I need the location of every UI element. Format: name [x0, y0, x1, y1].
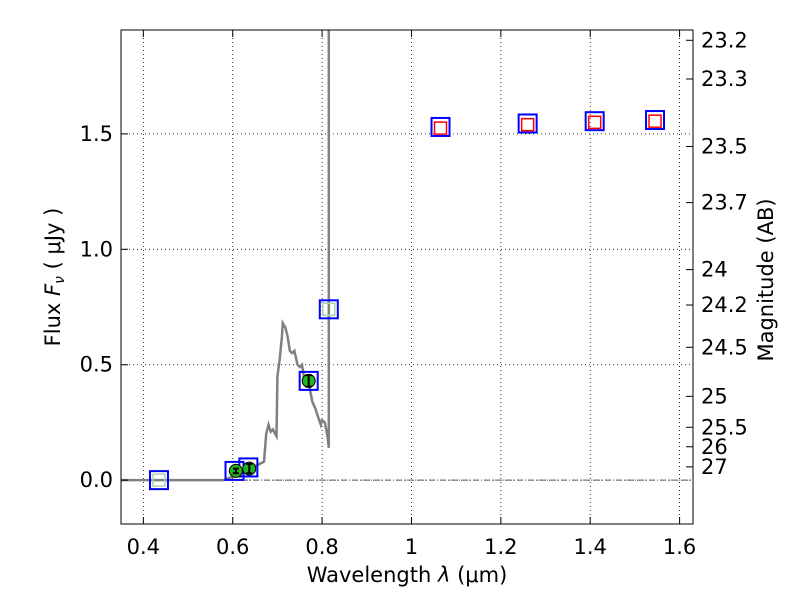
mag-tick-label: 23.3 — [701, 67, 748, 91]
mag-tick-label: 23.7 — [701, 191, 748, 215]
fit-point-square — [520, 117, 535, 132]
y-axis-label-symbol: F — [41, 283, 65, 296]
fit-point-square — [433, 121, 448, 135]
fit-point-square — [587, 115, 602, 130]
mag-tick-label: 25 — [701, 384, 728, 408]
model-point-square — [430, 116, 451, 137]
mag-tick-label: 25.5 — [701, 415, 748, 439]
x-tick-label: 0.6 — [216, 535, 249, 559]
marks-layer — [148, 110, 666, 491]
x-tick-label: 1.4 — [574, 535, 607, 559]
model-point-square — [298, 370, 319, 391]
mag-tick-label: 24 — [701, 258, 728, 282]
y-axis-label-subscript: ν — [52, 276, 68, 284]
model-point-square — [584, 111, 605, 132]
x-axis-label-unit: (μm) — [450, 563, 507, 587]
plot-frame — [120, 29, 694, 525]
y-tick-label: 0.5 — [80, 353, 113, 377]
x-tick-label: 0.8 — [305, 535, 338, 559]
y-tick-label: 1.0 — [80, 237, 113, 261]
x-tick-label: 1.2 — [484, 535, 517, 559]
model-point-square — [517, 113, 538, 134]
mag-tick-label: 23.5 — [701, 134, 748, 158]
x-tick-label: 0.4 — [127, 535, 160, 559]
model-point-square — [148, 470, 169, 491]
y2-axis-label: Magnitude (AB) — [754, 198, 778, 361]
model-point-square — [318, 299, 339, 320]
x-axis-label-symbol: λ — [437, 563, 450, 587]
mag-tick-label: 26 — [701, 435, 728, 459]
mag-tick-label: 24.2 — [701, 293, 748, 317]
x-axis-label-text: Wavelength — [307, 563, 438, 587]
ticks-layer: 0.4 0.6 0.8 1 1.2 1.4 1.6 0.0 0.5 1.0 1.5 23.2 23.3 2… — [80, 28, 748, 559]
y-axis-label-unit: ( μJy ) — [41, 208, 65, 276]
fit-point-square — [322, 302, 336, 317]
y-tick-label: 0.0 — [80, 468, 113, 492]
x-tick-label: 1.6 — [663, 535, 696, 559]
y-tick-label: 1.5 — [80, 122, 113, 146]
fit-point-square — [152, 473, 166, 487]
fit-point-square — [648, 114, 662, 128]
y-axis-label-text: Flux — [41, 296, 65, 346]
model-spectrum-line — [121, 30, 331, 482]
y-axis-label: Flux Fν ( μJy ) — [41, 208, 68, 347]
mag-tick-label: 23.2 — [701, 28, 748, 52]
model-point-square — [645, 110, 666, 131]
grid-layer — [121, 30, 693, 524]
mag-tick-label: 24.5 — [701, 335, 748, 359]
x-axis-label: Wavelength λ (μm) — [307, 563, 508, 587]
x-tick-label: 1 — [405, 535, 418, 559]
mag-tick-label: 27 — [701, 455, 728, 479]
